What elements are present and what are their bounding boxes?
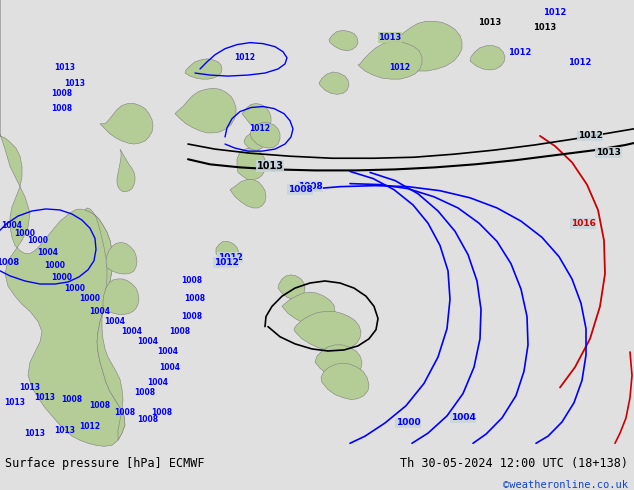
Text: 1008: 1008 xyxy=(181,276,202,286)
Text: 1013: 1013 xyxy=(34,393,56,402)
Text: Th 30-05-2024 12:00 UTC (18+138): Th 30-05-2024 12:00 UTC (18+138) xyxy=(399,457,628,469)
Text: 1016: 1016 xyxy=(571,219,595,228)
Text: 1013: 1013 xyxy=(20,383,41,392)
Text: 1012: 1012 xyxy=(508,48,532,57)
Text: 1008: 1008 xyxy=(152,408,172,417)
Polygon shape xyxy=(85,208,125,440)
Text: 1004: 1004 xyxy=(160,363,181,372)
Text: 1004: 1004 xyxy=(451,414,476,422)
Text: 1000: 1000 xyxy=(396,418,420,427)
Text: 1012: 1012 xyxy=(235,53,256,62)
Polygon shape xyxy=(329,30,358,51)
Text: 1000: 1000 xyxy=(27,236,48,245)
Text: 1013: 1013 xyxy=(596,147,621,157)
Text: 1008: 1008 xyxy=(169,327,191,336)
Polygon shape xyxy=(103,279,139,315)
Text: 1004: 1004 xyxy=(122,327,143,336)
Text: Surface pressure [hPa] ECMWF: Surface pressure [hPa] ECMWF xyxy=(5,457,205,469)
Text: 1012: 1012 xyxy=(578,131,602,141)
Text: 1000: 1000 xyxy=(51,273,72,282)
Polygon shape xyxy=(230,179,266,208)
Text: 1008: 1008 xyxy=(89,401,110,410)
Polygon shape xyxy=(216,242,239,264)
Polygon shape xyxy=(237,148,266,179)
Text: 1012: 1012 xyxy=(250,124,271,133)
Text: 1008: 1008 xyxy=(288,185,313,194)
Text: 1000: 1000 xyxy=(44,261,65,270)
Polygon shape xyxy=(470,46,505,70)
Polygon shape xyxy=(175,88,236,133)
Text: 1004: 1004 xyxy=(37,248,58,257)
Text: 1012: 1012 xyxy=(214,258,238,267)
Text: 1004: 1004 xyxy=(157,347,179,357)
Text: 1004: 1004 xyxy=(105,317,126,326)
Text: 1012: 1012 xyxy=(568,58,592,68)
Text: ©weatheronline.co.uk: ©weatheronline.co.uk xyxy=(503,480,628,490)
Text: 1013: 1013 xyxy=(65,79,86,88)
Text: 1004: 1004 xyxy=(138,337,158,346)
Polygon shape xyxy=(358,42,422,79)
Text: 1013: 1013 xyxy=(4,398,25,407)
Polygon shape xyxy=(100,103,153,144)
Text: 1012: 1012 xyxy=(79,421,101,431)
Polygon shape xyxy=(315,345,362,378)
Text: 1008: 1008 xyxy=(51,89,72,98)
Text: 1013: 1013 xyxy=(55,426,75,435)
Text: 1012: 1012 xyxy=(389,64,410,73)
Polygon shape xyxy=(321,363,369,400)
Text: 1008: 1008 xyxy=(134,388,155,397)
Text: 1012: 1012 xyxy=(543,8,567,17)
Polygon shape xyxy=(294,312,361,351)
Polygon shape xyxy=(242,103,271,129)
Polygon shape xyxy=(278,275,305,299)
Polygon shape xyxy=(185,59,222,79)
Text: 1013: 1013 xyxy=(533,23,557,32)
Text: 1004: 1004 xyxy=(1,220,22,230)
Text: 1000: 1000 xyxy=(79,294,101,303)
Polygon shape xyxy=(0,0,125,446)
Text: 1012: 1012 xyxy=(217,253,242,262)
Polygon shape xyxy=(250,122,280,148)
Text: 1008: 1008 xyxy=(0,258,20,267)
Text: 1013: 1013 xyxy=(479,18,501,27)
Text: 1004: 1004 xyxy=(148,378,169,387)
Text: 1008: 1008 xyxy=(61,395,82,404)
Text: 1013: 1013 xyxy=(25,429,46,438)
Text: 1008: 1008 xyxy=(115,408,136,417)
Polygon shape xyxy=(106,243,137,274)
Polygon shape xyxy=(319,72,349,95)
Text: 1008: 1008 xyxy=(297,182,322,191)
Text: 1008: 1008 xyxy=(51,104,72,113)
Polygon shape xyxy=(117,149,135,192)
Polygon shape xyxy=(244,133,264,150)
Polygon shape xyxy=(380,21,462,71)
Text: 1008: 1008 xyxy=(181,312,202,321)
Polygon shape xyxy=(282,292,335,324)
Text: 1004: 1004 xyxy=(89,307,110,316)
Text: 1013: 1013 xyxy=(378,33,401,42)
Text: 1000: 1000 xyxy=(65,284,86,293)
Text: 1013: 1013 xyxy=(55,64,75,73)
Text: 1008: 1008 xyxy=(138,416,158,424)
Text: 1008: 1008 xyxy=(184,294,205,303)
Text: 1000: 1000 xyxy=(15,229,36,238)
Text: 1013: 1013 xyxy=(257,161,283,172)
